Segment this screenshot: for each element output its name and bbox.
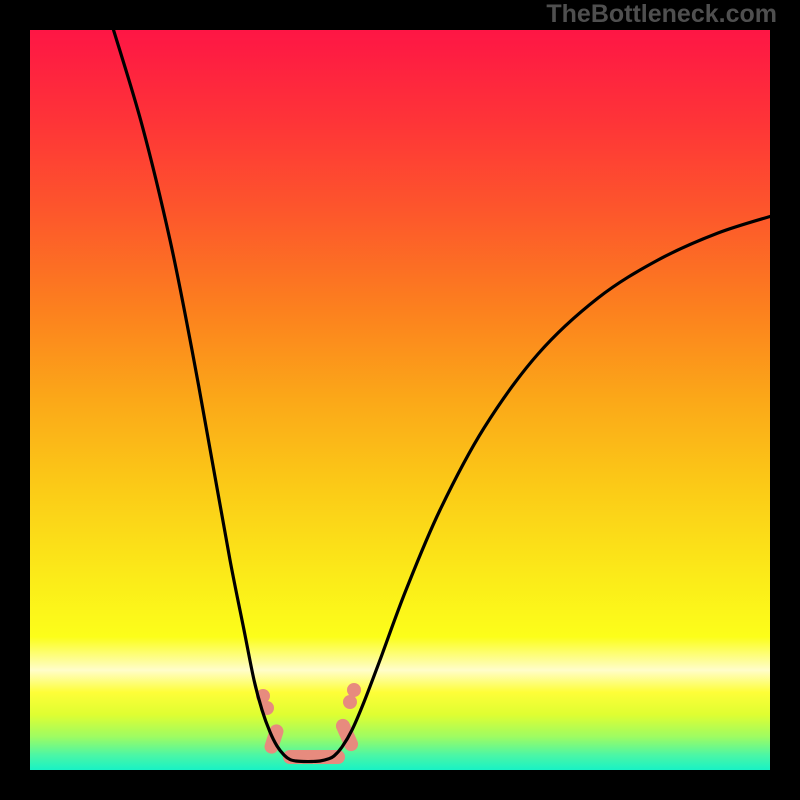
salmon-marker (347, 683, 361, 697)
curve-layer (30, 30, 770, 770)
chart-root: TheBottleneck.com (0, 0, 800, 800)
salmon-marker-group (256, 683, 361, 764)
watermark-text: TheBottleneck.com (546, 0, 777, 29)
bottleneck-curve (112, 30, 770, 762)
plot-area (30, 30, 770, 770)
salmon-marker (343, 695, 357, 709)
